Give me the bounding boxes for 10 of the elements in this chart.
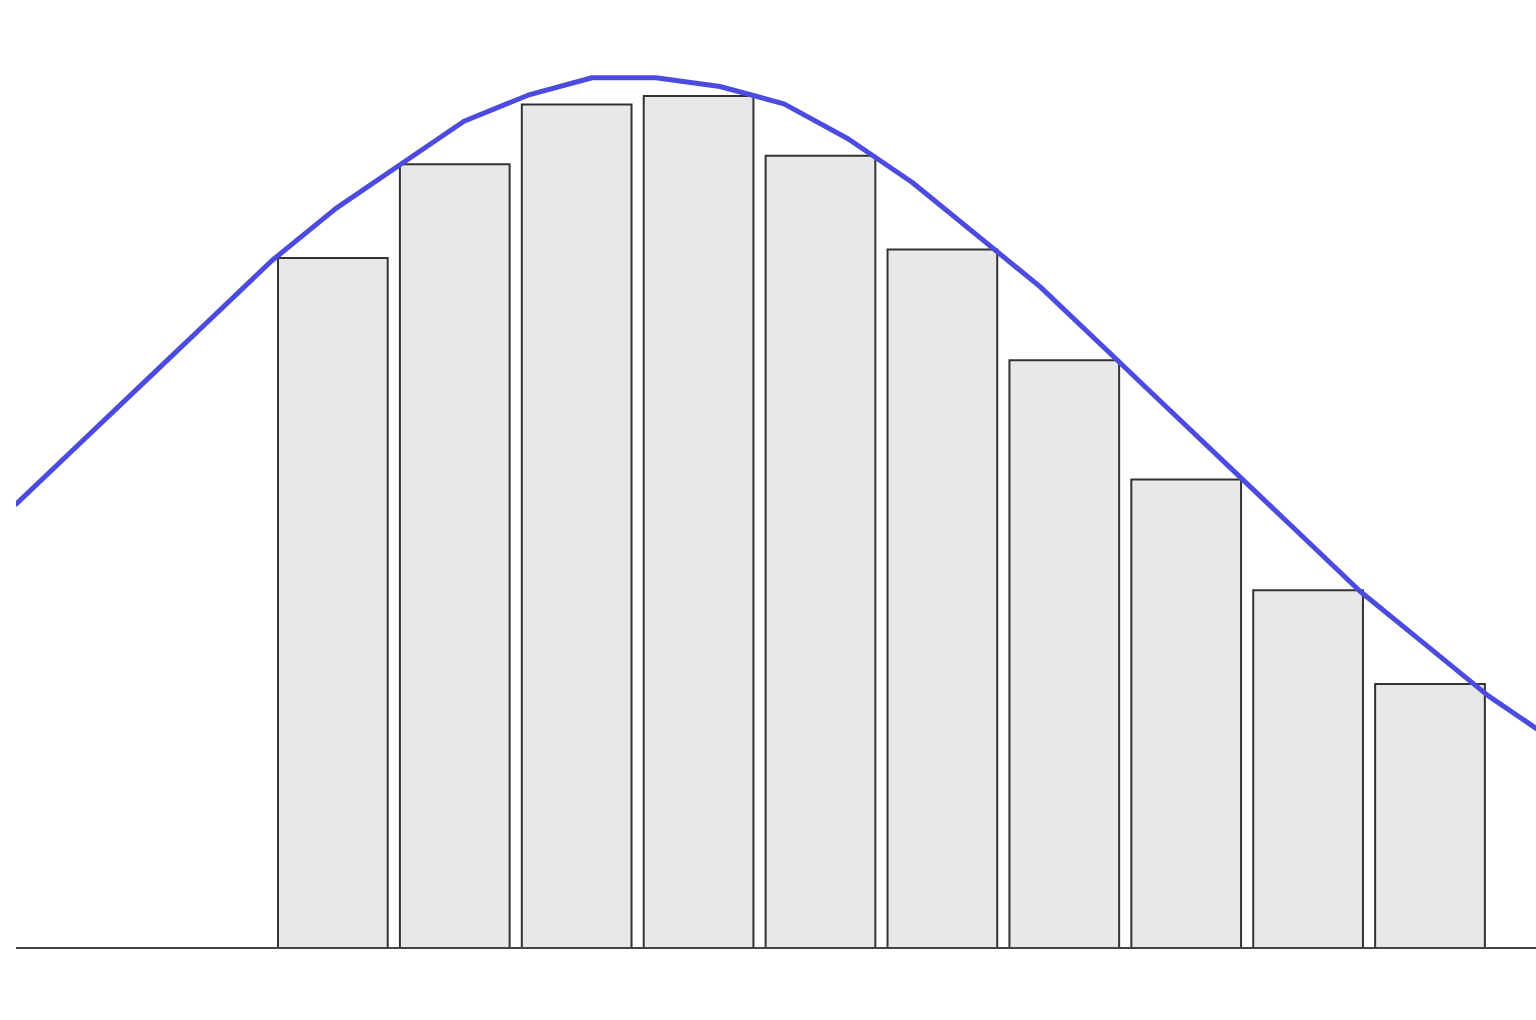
bar [764, 154, 877, 948]
bar [1252, 589, 1364, 948]
bar [1130, 478, 1243, 948]
bar [886, 248, 999, 948]
bar [1008, 359, 1121, 948]
bar [398, 163, 511, 948]
bar [277, 256, 389, 948]
bar [520, 103, 633, 948]
bar [1374, 682, 1486, 948]
bar [642, 95, 755, 948]
